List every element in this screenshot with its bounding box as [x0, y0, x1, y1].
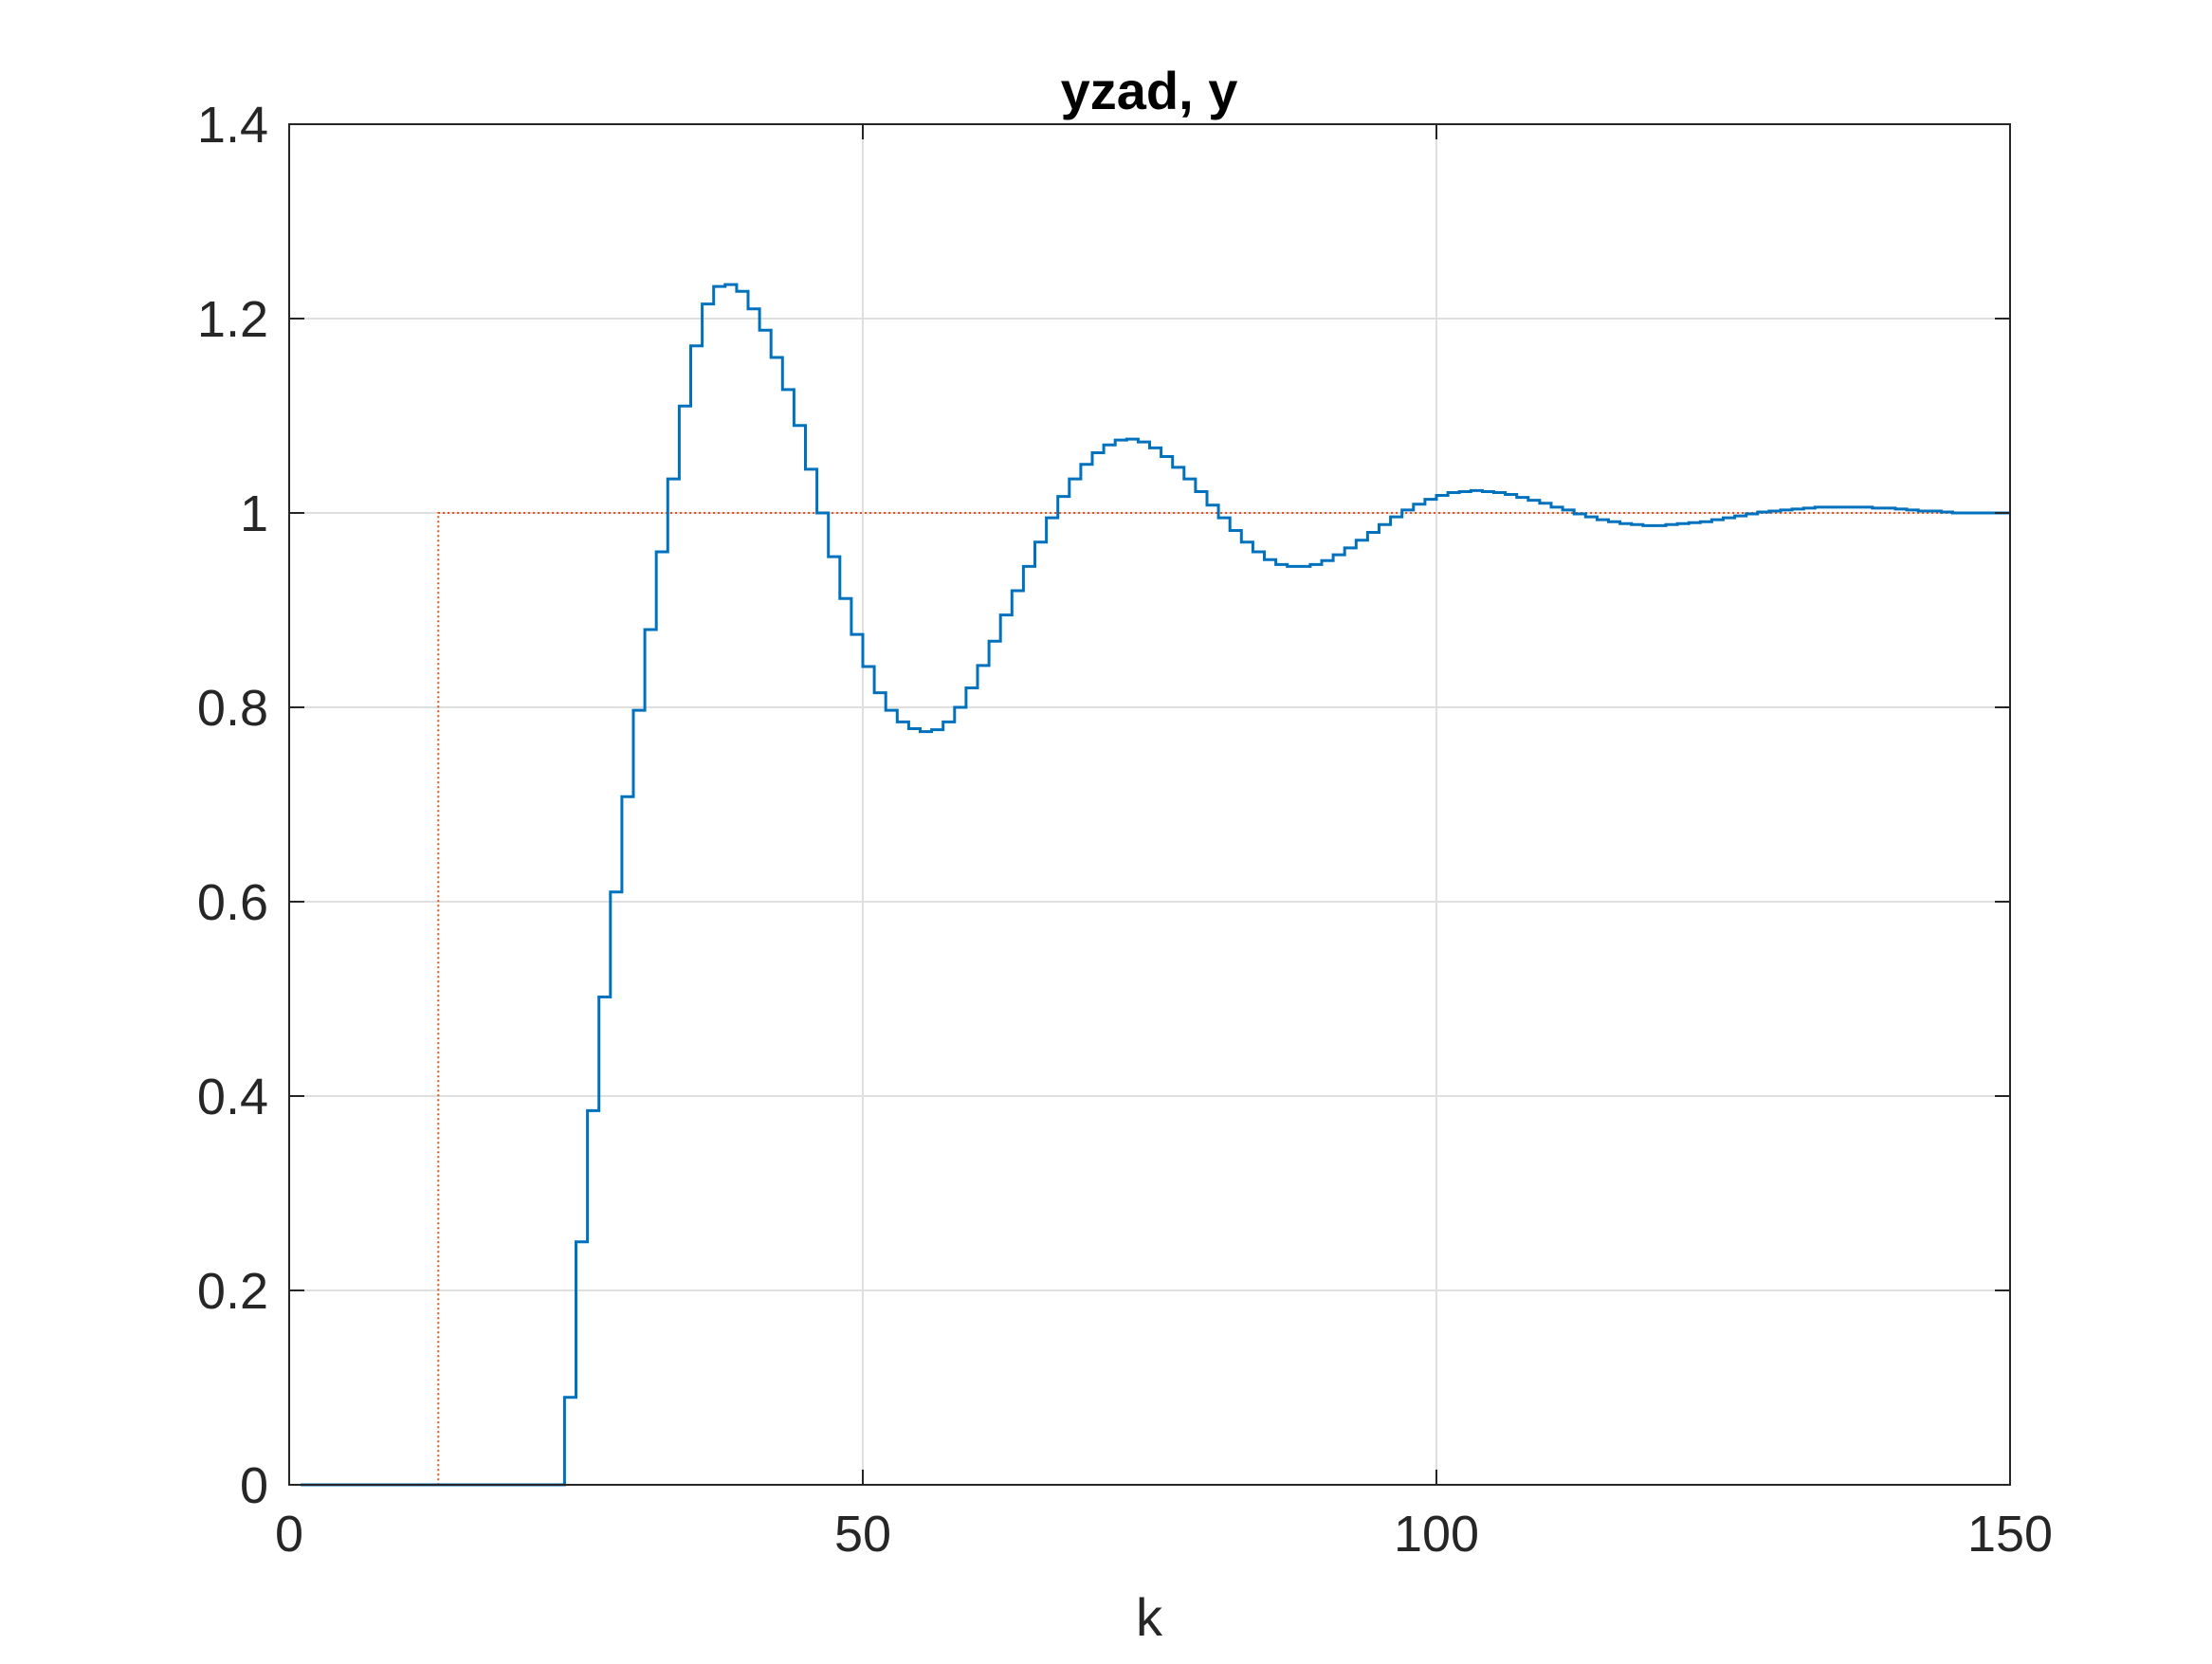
series-group	[301, 283, 2010, 1487]
ticks	[288, 123, 2011, 1486]
chart-title: yzad, y	[1061, 61, 1238, 120]
x-tick-label: 0	[275, 1506, 303, 1563]
x-tick-label: 50	[834, 1506, 891, 1563]
y-tick-label: 0.2	[197, 1263, 268, 1320]
series-y-line	[301, 283, 2010, 1487]
y-tick-label: 0.4	[197, 1069, 268, 1125]
y-tick-label: 0.6	[197, 874, 268, 931]
plot-area	[289, 124, 2010, 1485]
x-axis-label: k	[1136, 1587, 1163, 1647]
y-tick-label: 1.2	[197, 291, 268, 348]
y-tick-label: 1	[240, 485, 268, 542]
tick-labels: 0 50 100 150 0 0.2 0.4 0.6 0.8 1 1.2 1.4	[197, 97, 2053, 1563]
x-tick-label: 100	[1394, 1506, 1479, 1563]
y-tick-label: 1.4	[197, 97, 268, 154]
y-tick-label: 0	[240, 1457, 268, 1514]
plot-frame	[288, 123, 2011, 1486]
y-tick-label: 0.8	[197, 680, 268, 737]
x-tick-label: 150	[1967, 1506, 2053, 1563]
